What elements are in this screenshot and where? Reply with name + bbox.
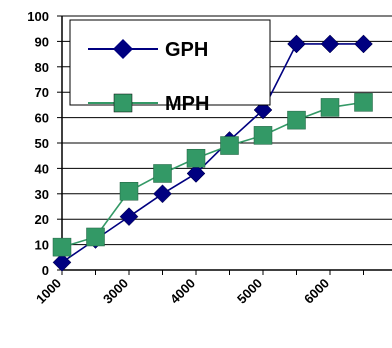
- legend-gph-marker: [113, 39, 133, 59]
- gph-point: [186, 164, 206, 183]
- legend: GPH MPH: [69, 19, 271, 115]
- y-tick-label: 80: [35, 60, 49, 75]
- mph-point: [220, 136, 239, 155]
- series-mph: [52, 93, 373, 257]
- mph-point: [186, 148, 206, 168]
- gph-point: [119, 207, 139, 227]
- mph-point: [52, 237, 72, 257]
- series-line: [61, 101, 364, 248]
- legend-mph-label: MPH: [165, 93, 209, 115]
- y-tick-label: 30: [35, 187, 49, 202]
- x-tick-label: 4000: [167, 276, 198, 307]
- mph-point: [153, 164, 172, 183]
- mph-point: [253, 126, 273, 145]
- y-tick-labels: 0 10 20 30 40 50 60 70 80 90 100: [27, 9, 49, 278]
- y-tick-label: 40: [35, 161, 49, 176]
- gph-point: [354, 34, 373, 54]
- x-tick-label: 6000: [301, 276, 332, 307]
- mph-point: [354, 93, 373, 112]
- x-tick-labels: 1000 3000 4000 5000 6000: [33, 276, 332, 307]
- legend-gph-label: GPH: [165, 39, 208, 61]
- series-line: [61, 43, 364, 264]
- x-tick-label: 1000: [33, 276, 64, 307]
- gph-point: [320, 34, 340, 54]
- axes: [61, 16, 392, 271]
- gph-point: [153, 184, 172, 204]
- x-tick-label: 5000: [234, 276, 265, 307]
- mph-point: [119, 182, 139, 201]
- mph-point: [86, 227, 105, 247]
- y-tick-label: 90: [35, 34, 49, 49]
- y-tick-label: 0: [42, 263, 49, 278]
- gph-point: [52, 253, 72, 272]
- y-tick-label: 50: [35, 136, 49, 151]
- x-tick-label: 3000: [100, 276, 131, 307]
- mph-point: [320, 98, 340, 117]
- legend-mph-marker: [113, 93, 133, 113]
- legend-box: [69, 19, 271, 106]
- y-tick-label: 20: [35, 212, 49, 227]
- y-tick-label: 10: [35, 238, 49, 253]
- y-tick-label: 100: [27, 9, 49, 24]
- gph-point: [287, 34, 306, 54]
- mph-point: [287, 110, 306, 130]
- y-tick-label: 60: [35, 111, 49, 126]
- y-tick-label: 70: [35, 85, 49, 100]
